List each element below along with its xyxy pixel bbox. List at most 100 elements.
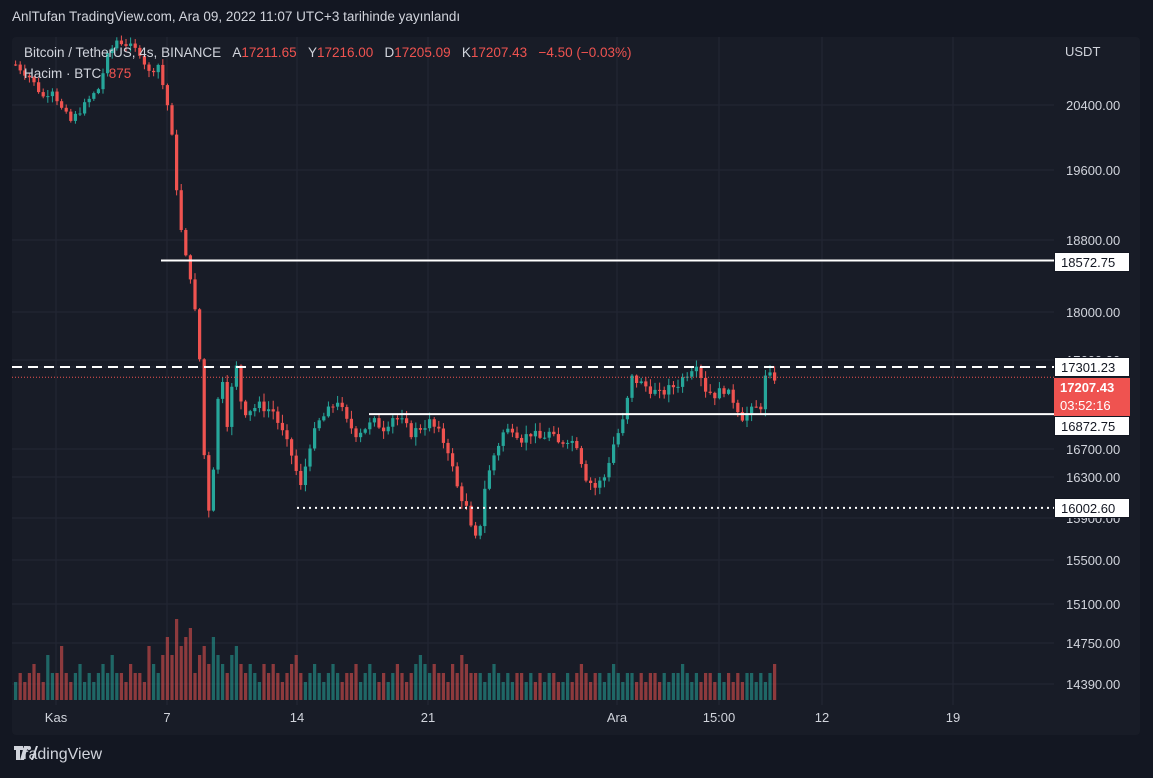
candle-body: [584, 464, 588, 481]
candle-body: [446, 442, 450, 454]
volume-bar: [73, 673, 78, 700]
candle-body: [428, 419, 432, 429]
candle-body: [276, 411, 280, 423]
candle-body: [257, 401, 262, 409]
volume-bar: [119, 673, 124, 700]
volume-bar: [469, 673, 473, 700]
volume-bar: [244, 673, 248, 700]
y-tick-label: 15100.00: [1066, 597, 1120, 612]
volume-bar: [648, 673, 653, 700]
candle-body: [414, 428, 418, 438]
candle-body: [55, 91, 59, 102]
open-value: 17211.65: [241, 45, 297, 60]
volume-bar: [64, 673, 68, 700]
volume-bar: [460, 655, 464, 700]
candle-body: [681, 377, 685, 387]
candle-body: [589, 480, 593, 484]
candle-body: [570, 440, 574, 443]
candle-body: [740, 412, 745, 421]
volume-legend: Hacim · BTC 875: [24, 66, 131, 81]
volume-bar: [612, 664, 616, 700]
y-tick-label: 16700.00: [1066, 442, 1120, 457]
volume-bar: [464, 664, 469, 700]
volume-bar: [216, 655, 220, 700]
candle-body: [575, 440, 579, 449]
candle-body: [64, 107, 68, 112]
y-tick-label: 18000.00: [1066, 305, 1120, 320]
candle-body: [60, 101, 64, 108]
candle-body: [671, 385, 676, 388]
volume-bar: [543, 682, 547, 700]
candle-body: [579, 448, 584, 465]
x-tick-label: 7: [163, 710, 170, 725]
candle-body: [699, 366, 703, 378]
chart-frame[interactable]: [12, 37, 1140, 735]
volume-bar: [566, 673, 570, 700]
volume-bar: [46, 655, 50, 700]
candle-body: [432, 419, 436, 427]
volume-bar: [124, 682, 128, 700]
volume-bar: [138, 673, 142, 700]
volume-bar: [644, 682, 648, 700]
candle-body: [754, 406, 758, 408]
candle-body: [759, 406, 763, 410]
candle-body: [138, 47, 142, 56]
candle-body: [386, 426, 390, 432]
volume-bar: [165, 637, 170, 700]
candle-body: [487, 470, 492, 489]
candle-body: [23, 70, 27, 76]
candle-body: [630, 375, 634, 398]
volume-bar: [50, 673, 55, 700]
volume-bar: [483, 682, 487, 700]
x-tick-label: 15:00: [703, 710, 736, 725]
volume-bar: [69, 682, 73, 700]
candle-body: [110, 48, 114, 54]
volume-bar: [579, 664, 584, 700]
volume-bar: [322, 682, 326, 700]
volume-bar: [354, 664, 358, 700]
x-tick-label: 14: [290, 710, 304, 725]
volume-bar: [225, 673, 229, 700]
volume-bar: [556, 682, 561, 700]
symbol-title[interactable]: Bitcoin / TetherUS, 4s, BINANCE: [24, 45, 222, 60]
tradingview-icon: [14, 746, 38, 760]
candle-body: [639, 381, 643, 384]
volume-bar: [193, 673, 197, 700]
candle-body: [607, 462, 611, 478]
volume-bar: [759, 673, 763, 700]
volume-bar: [106, 673, 110, 700]
candle-body: [78, 113, 82, 115]
volume-bar: [658, 682, 662, 700]
volume-bar: [331, 664, 335, 700]
close-label: K: [461, 45, 471, 60]
volume-bar: [635, 682, 639, 700]
candle-body: [437, 426, 441, 429]
candle-body: [510, 428, 515, 433]
candle-body: [561, 442, 565, 444]
volume-bar: [428, 673, 432, 700]
candle-body: [400, 418, 404, 420]
candle-body: [501, 432, 505, 446]
volume-bar: [763, 682, 768, 700]
volume-bar: [722, 682, 726, 700]
candle-body: [313, 428, 317, 449]
candle-body: [230, 386, 234, 427]
candle-body: [46, 96, 50, 98]
volume-bar: [694, 673, 699, 700]
volume-bar: [501, 682, 505, 700]
volume-bar: [616, 673, 620, 700]
volume-bar: [115, 673, 119, 700]
volume-bar: [409, 673, 413, 700]
candle-body: [133, 43, 137, 48]
volume-bar: [60, 646, 64, 700]
candle-body: [520, 437, 524, 443]
volume-bar: [625, 673, 630, 700]
candle-body: [326, 406, 331, 417]
candle-body: [331, 406, 335, 408]
volume-bar: [55, 673, 59, 700]
tradingview-logo[interactable]: TradingView: [14, 746, 102, 764]
volume-bar: [340, 682, 344, 700]
publish-caption: AnlTufan TradingView.com, Ara 09, 2022 1…: [12, 9, 461, 24]
volume-bar: [497, 673, 501, 700]
